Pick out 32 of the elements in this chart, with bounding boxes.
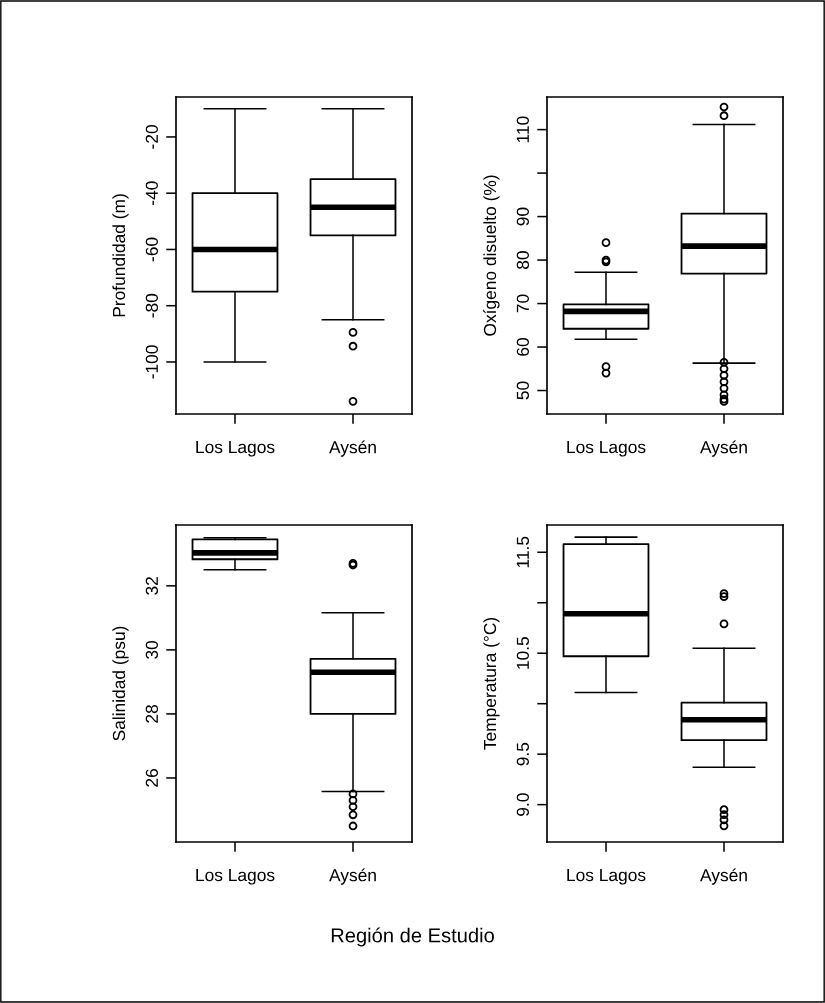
y-axis-title: Oxígeno disuelto (%) (483, 175, 500, 336)
y-tick-label: -80 (145, 293, 158, 318)
y-tick-label: 50 (516, 381, 529, 400)
y-tick-label: -20 (145, 125, 158, 149)
x-tick-label: Los Lagos (567, 441, 646, 457)
y-tick-label: 32 (145, 577, 158, 595)
y-tick-label: 80 (516, 251, 529, 269)
y-tick-label: 30 (145, 640, 158, 659)
x-tick-label: Aysén (700, 868, 747, 885)
y-tick-label: -60 (145, 237, 158, 262)
y-tick-label: 26 (145, 769, 158, 787)
x-tick-label: Los Lagos (196, 441, 275, 457)
x-tick-label: Aysén (329, 440, 376, 457)
y-axis-title: Profundidad (m) (112, 194, 129, 317)
x-tick-label: Los Lagos (196, 869, 275, 885)
y-axis-title: Salinidad (psu) (112, 626, 129, 741)
y-tick-label: 70 (516, 294, 529, 313)
y-axis-title: Temperatura (°C) (483, 617, 500, 750)
x-tick-label: Los Lagos (567, 869, 646, 885)
y-tick-label: 11.5 (516, 536, 529, 568)
y-tick-label: 9.5 (516, 742, 529, 766)
y-tick-label: 90 (516, 207, 529, 226)
text: Región de Estudio (331, 927, 494, 947)
y-tick-label: -100 (145, 345, 158, 379)
y-tick-label: 28 (145, 705, 158, 723)
y-tick-label: 9.0 (516, 793, 529, 816)
y-tick-label: 60 (516, 338, 529, 356)
y-tick-label: 110 (516, 116, 529, 143)
x-tick-label: Aysén (700, 440, 747, 457)
y-tick-label: -40 (145, 181, 158, 205)
x-tick-label: Aysén (329, 868, 376, 885)
y-tick-label: 10.5 (516, 637, 529, 669)
